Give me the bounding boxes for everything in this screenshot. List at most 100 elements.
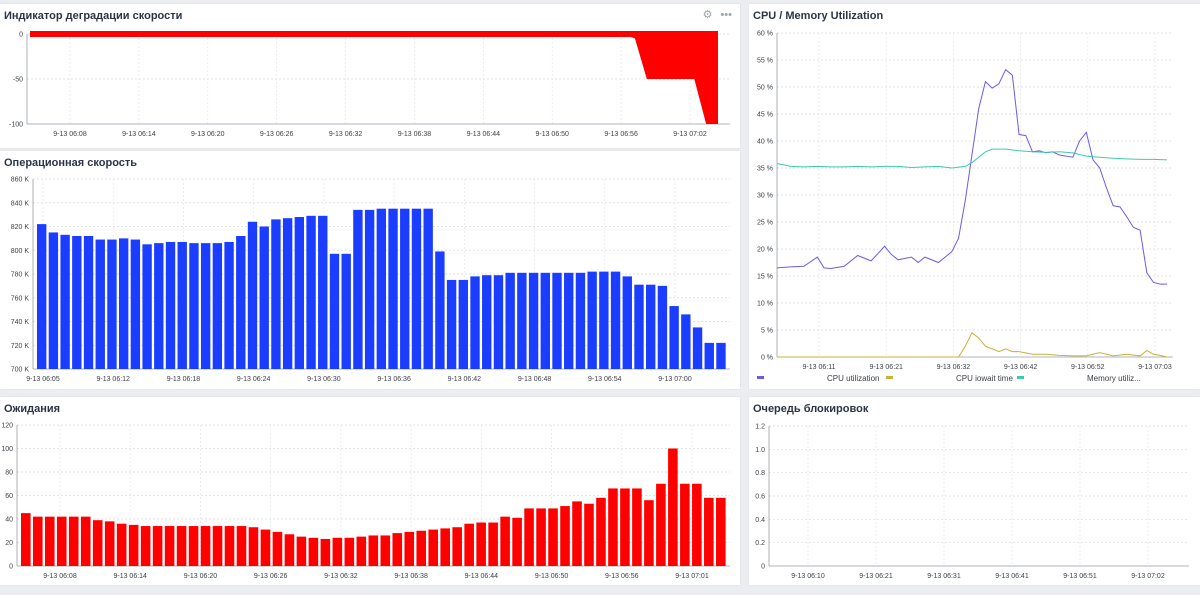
bar <box>32 516 43 566</box>
y-tick-label: 0 <box>19 32 23 39</box>
x-tick-label: 9-13 06:44 <box>467 131 501 138</box>
y-tick-label: 60 <box>5 493 13 500</box>
bar <box>599 271 609 369</box>
bar <box>188 526 199 566</box>
bar <box>692 483 702 566</box>
x-tick-label: 9-13 06:54 <box>588 376 622 383</box>
bar <box>458 279 468 369</box>
bar <box>428 529 439 566</box>
bar <box>404 531 415 566</box>
bar <box>92 520 103 566</box>
panel-title: Индикатор деградации скорости <box>4 10 183 22</box>
degradation-chart: 0 -50 -100 9-13 06:08 9-13 06:14 9-13 06:20 9-… <box>9 31 730 138</box>
bar <box>140 526 151 566</box>
bar <box>644 500 654 566</box>
y-tick-label: 25 % <box>757 220 773 227</box>
bar <box>669 306 679 369</box>
y-tick-label: 20 % <box>757 247 773 254</box>
series-line-cpu <box>776 68 1167 285</box>
bar <box>704 342 714 369</box>
bar <box>271 219 281 369</box>
y-tick-label: 820 K <box>11 224 30 231</box>
x-tick-label: 9-13 06:05 <box>26 376 60 383</box>
panel-title: Очередь блокировок <box>753 403 869 415</box>
x-tick-label: 9-13 07:00 <box>658 376 692 383</box>
x-tick-label: 9-13 06:38 <box>394 573 428 580</box>
x-tick-label: 9-13 06:51 <box>1063 573 1097 580</box>
bar <box>107 239 117 369</box>
legend-swatch <box>1017 376 1024 379</box>
bar <box>176 526 187 566</box>
bar <box>236 526 247 566</box>
bar <box>200 243 211 369</box>
x-tick-label: 9-13 06:32 <box>329 131 363 138</box>
y-tick-label: 15 % <box>757 274 773 281</box>
bar <box>657 285 668 369</box>
x-tick-label: 9-13 06:41 <box>995 573 1029 580</box>
x-tick-label: 9-13 06:26 <box>260 131 294 138</box>
legend-swatch <box>757 376 764 379</box>
x-tick-label: 9-13 06:18 <box>167 376 201 383</box>
y-tick-label: 0.2 <box>755 540 765 547</box>
bar <box>681 314 691 369</box>
bar <box>272 531 283 566</box>
x-tick-label: 9-13 06:48 <box>518 376 552 383</box>
bar <box>584 503 594 566</box>
x-tick-label: 9-13 07:01 <box>675 573 709 580</box>
bar <box>380 535 391 566</box>
y-tick-label: 10 % <box>757 301 773 308</box>
x-tick-label: 9-13 06:14 <box>122 131 156 138</box>
bar <box>72 236 82 369</box>
cpu-panel: CPU / Memory Utilization 60 % 55 % 50 % 45 … <box>749 4 1200 389</box>
y-tick-label: 45 % <box>757 112 773 119</box>
bar <box>524 508 534 566</box>
y-tick-label: 1.2 <box>755 424 765 431</box>
bar <box>128 524 139 566</box>
legend-label: CPU utilization <box>827 374 879 383</box>
gear-icon[interactable]: ⚙ <box>702 9 713 21</box>
bar <box>356 536 367 566</box>
panel-title: Ожидания <box>4 403 61 415</box>
x-tick-label: 9-13 06:50 <box>535 573 569 580</box>
bar <box>392 533 403 566</box>
bar <box>294 217 305 369</box>
bar <box>247 221 258 369</box>
bar <box>512 517 522 566</box>
bar <box>152 526 163 566</box>
panel-title: CPU / Memory Utilization <box>753 10 884 22</box>
bar <box>21 513 31 566</box>
y-tick-label: -100 <box>9 122 23 129</box>
x-tick-label: 9-13 07:02 <box>673 131 707 138</box>
bar <box>212 243 223 369</box>
bar <box>224 526 235 566</box>
x-tick-label: 9-13 06:32 <box>937 364 971 371</box>
bar <box>632 488 642 566</box>
more-icon[interactable]: ••• <box>720 9 732 21</box>
bar <box>572 501 582 566</box>
x-tick-label: 9-13 06:44 <box>465 573 499 580</box>
legend-label: Memory utiliz... <box>1087 374 1141 383</box>
bar <box>80 516 91 566</box>
bar <box>680 483 690 566</box>
bar <box>154 243 164 369</box>
bar <box>260 529 271 566</box>
degradation-panel: Индикатор деградации скорости ⚙ ••• 0 -50 -… <box>0 4 740 148</box>
y-tick-label: 0 <box>9 564 13 571</box>
bar <box>306 215 316 369</box>
bar <box>212 526 223 566</box>
bar <box>587 271 597 369</box>
bar <box>353 209 363 369</box>
bar <box>668 448 678 566</box>
bar <box>364 209 375 369</box>
bar <box>716 497 726 566</box>
x-tick-label: 9-13 06:36 <box>377 376 411 383</box>
bar <box>164 526 175 566</box>
bar <box>536 508 546 566</box>
y-tick-label: 30 % <box>757 193 773 200</box>
bar <box>656 483 666 566</box>
bar <box>620 488 630 566</box>
bar <box>517 272 527 369</box>
y-tick-label: 40 <box>5 517 13 524</box>
x-tick-label: 9-13 07:02 <box>1131 573 1165 580</box>
y-tick-label: 40 % <box>757 139 773 146</box>
